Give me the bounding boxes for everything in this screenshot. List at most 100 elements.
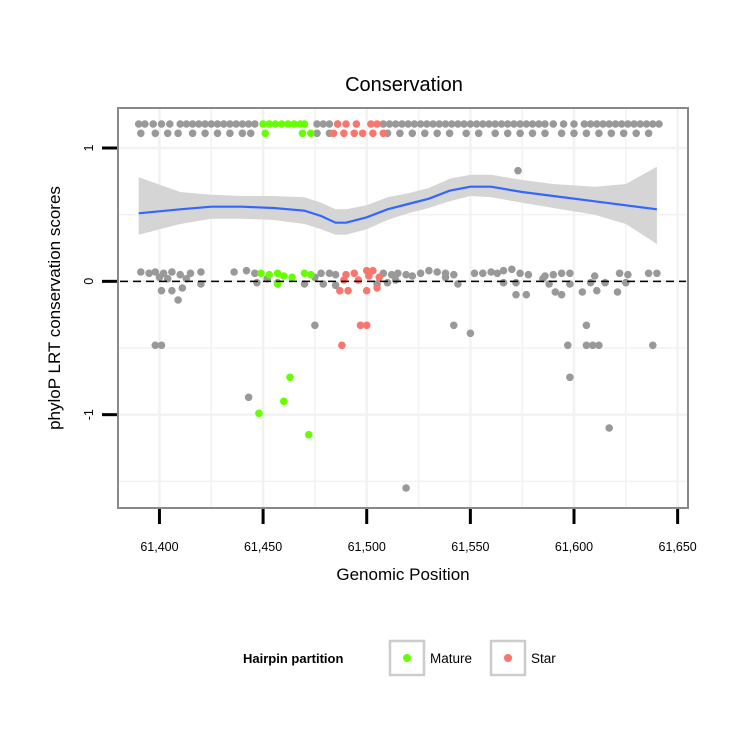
point-other: [605, 424, 613, 432]
point-star: [379, 129, 388, 138]
point-star: [356, 321, 365, 330]
point-other: [460, 120, 468, 128]
point-other: [394, 269, 402, 278]
point-mature: [300, 269, 309, 278]
point-other: [176, 120, 184, 128]
point-other: [166, 120, 174, 128]
point-other: [593, 286, 601, 295]
point-other: [402, 270, 410, 279]
point-other: [385, 120, 394, 128]
point-other: [396, 129, 404, 138]
point-other: [466, 120, 475, 128]
point-other: [391, 120, 400, 128]
point-other: [174, 296, 182, 304]
point-mature: [284, 120, 292, 128]
legend-marker-mature: [403, 654, 411, 662]
point-other: [578, 288, 587, 296]
point-other: [615, 269, 624, 278]
point-other: [607, 129, 616, 138]
point-other: [242, 266, 251, 275]
point-other: [522, 290, 531, 299]
point-star: [369, 266, 377, 275]
point-other: [649, 120, 657, 128]
point-mature: [307, 129, 315, 138]
legend-label-mature: Mature: [430, 651, 472, 666]
point-other: [450, 321, 458, 330]
y-tick-label: -1: [82, 409, 96, 420]
legend-label-star: Star: [531, 651, 556, 666]
point-other: [599, 120, 607, 128]
point-other: [331, 281, 340, 290]
point-other: [582, 341, 591, 350]
point-other: [479, 120, 487, 128]
x-tick-label: 61,450: [244, 540, 282, 554]
point-other: [163, 129, 172, 138]
point-other: [226, 120, 234, 128]
point-other: [524, 270, 533, 279]
point-mature: [265, 270, 274, 279]
x-tick-label: 61,400: [140, 540, 178, 554]
point-other: [541, 129, 549, 138]
point-other: [491, 129, 500, 138]
point-other: [462, 129, 471, 138]
confidence-band: [138, 166, 657, 244]
point-other: [391, 276, 400, 284]
point-other: [593, 120, 601, 128]
plot-panel: [117, 107, 689, 509]
point-star: [373, 120, 381, 128]
point-star: [375, 273, 384, 282]
point-other: [325, 120, 334, 128]
point-other: [238, 129, 247, 138]
point-other: [470, 269, 479, 278]
point-mature: [280, 272, 288, 280]
point-other: [219, 120, 228, 128]
point-other: [499, 278, 508, 287]
smooth-line: [138, 185, 658, 224]
point-other: [410, 120, 419, 128]
point-other: [590, 272, 599, 280]
y-axis: 1 0 -1: [82, 144, 117, 420]
point-other: [466, 329, 475, 338]
point-other: [601, 278, 609, 287]
point-other: [445, 129, 454, 138]
point-other: [516, 269, 524, 278]
point-star: [358, 129, 367, 138]
point-other: [580, 120, 589, 128]
point-other: [474, 129, 483, 138]
point-other: [174, 129, 182, 138]
point-star: [344, 286, 352, 295]
point-other: [313, 120, 321, 128]
point-other: [613, 288, 622, 296]
point-other: [549, 120, 558, 128]
point-other: [622, 278, 630, 287]
point-mature: [271, 120, 280, 128]
point-other: [644, 129, 653, 138]
point-other: [155, 273, 164, 282]
point-other: [137, 129, 145, 138]
point-other: [201, 120, 209, 128]
point-star: [352, 120, 361, 128]
point-mature: [290, 120, 299, 128]
point-other: [157, 286, 166, 295]
point-other: [551, 288, 560, 296]
point-other: [232, 120, 240, 128]
point-other: [151, 341, 160, 350]
x-axis-label: Genomic Position: [336, 565, 469, 584]
point-other: [472, 120, 481, 128]
point-mature: [298, 129, 307, 138]
point-star: [329, 129, 338, 138]
point-other: [649, 341, 657, 350]
point-mature: [300, 120, 309, 128]
point-star: [362, 321, 371, 330]
point-other: [557, 290, 566, 299]
point-other: [246, 129, 255, 138]
point-other: [564, 341, 572, 350]
point-other: [311, 321, 319, 330]
point-other: [186, 269, 195, 278]
point-other: [582, 129, 591, 138]
point-other: [516, 120, 524, 128]
legend-key-mature: [388, 639, 426, 677]
point-other: [238, 120, 247, 128]
point-other: [630, 120, 638, 128]
point-mature: [286, 373, 294, 382]
